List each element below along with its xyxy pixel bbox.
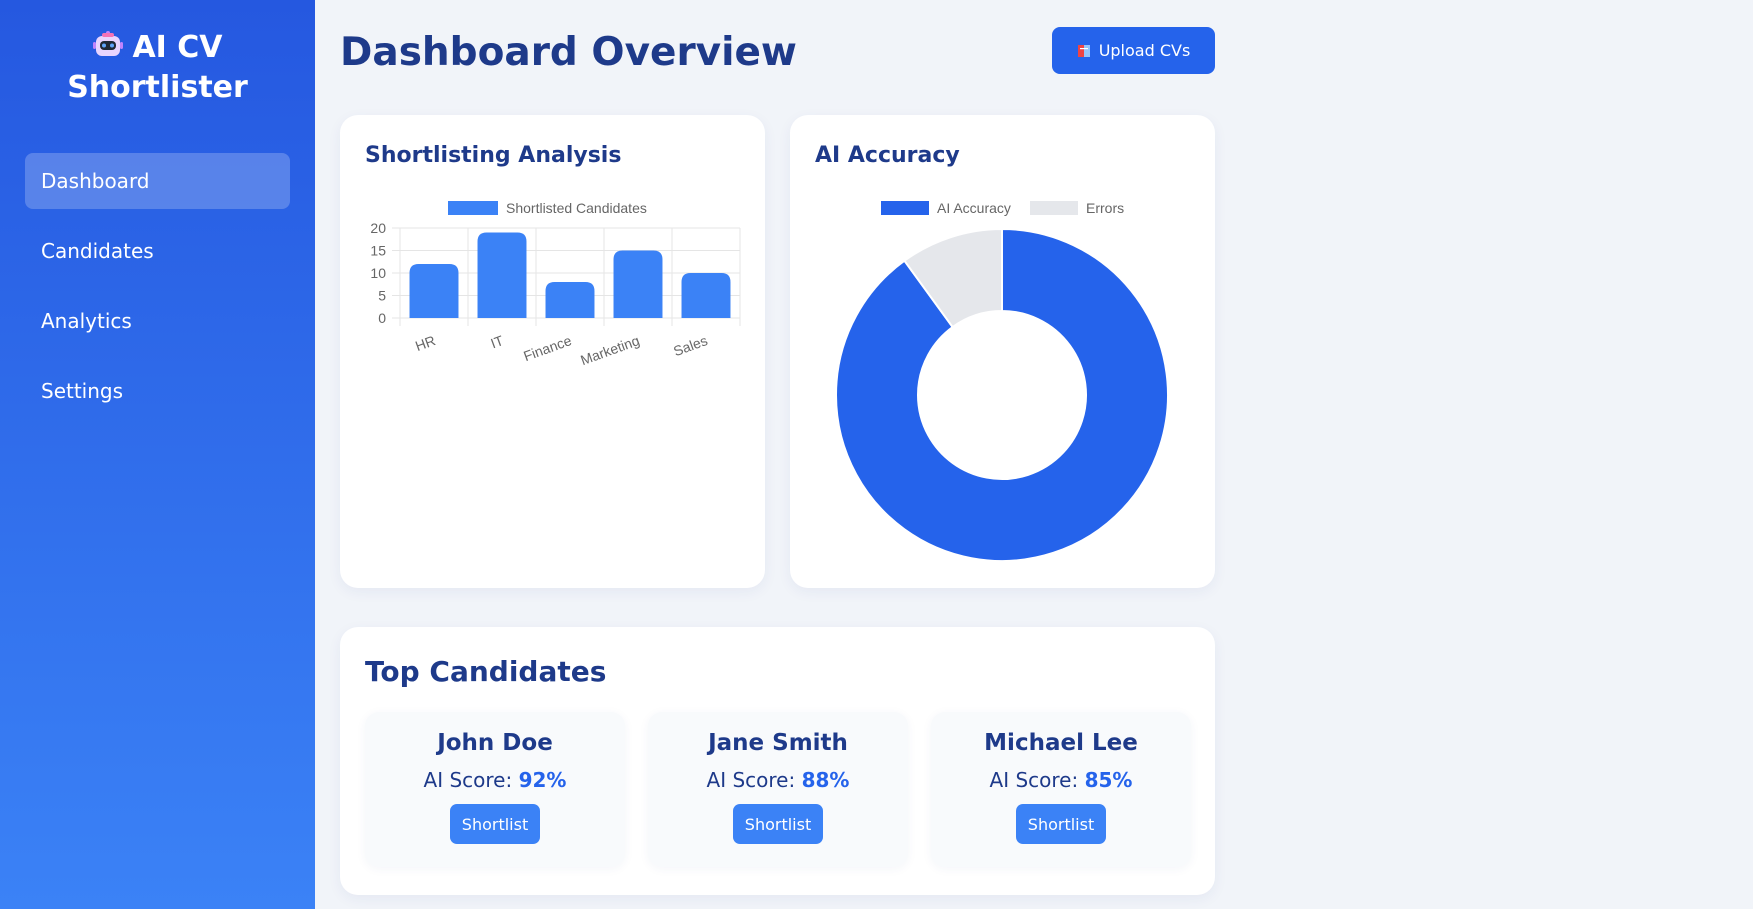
candidate-score: AI Score: 85%: [931, 768, 1191, 792]
x-tick-label: Finance: [521, 332, 573, 364]
shortlisting-analysis-card: Shortlisting Analysis Shortlisted Candid…: [340, 115, 765, 588]
legend-label-errors: Errors: [1086, 200, 1124, 216]
bar-hr: [409, 264, 459, 318]
legend-swatch-shortlisted: [448, 201, 498, 215]
candidate-score: AI Score: 88%: [648, 768, 908, 792]
brand-line1: AI CV: [132, 30, 223, 65]
sidebar-item-analytics[interactable]: Analytics: [41, 309, 132, 333]
y-tick-label: 0: [378, 310, 386, 326]
candidate-card: Jane Smith AI Score: 88% Shortlist: [648, 712, 908, 867]
shortlist-button[interactable]: Shortlist: [1016, 804, 1106, 844]
upload-cvs-label: Upload CVs: [1098, 41, 1191, 60]
candidate-name: John Doe: [437, 730, 553, 756]
candidate-name: Jane Smith: [708, 730, 848, 756]
book-icon: [1077, 44, 1090, 57]
legend-label-shortlisted: Shortlisted Candidates: [506, 200, 647, 216]
score-label: AI Score:: [989, 768, 1079, 792]
x-tick-label: Sales: [671, 332, 709, 359]
y-tick-label: 20: [370, 220, 386, 236]
top-candidates-title: Top Candidates: [365, 655, 607, 688]
upload-cvs-button[interactable]: Upload CVs: [1052, 27, 1215, 74]
legend-swatch-accuracy: [881, 201, 929, 215]
legend-label-accuracy: AI Accuracy: [937, 200, 1011, 216]
shortlist-button[interactable]: Shortlist: [450, 804, 540, 844]
candidate-card: John Doe AI Score: 92% Shortlist: [365, 712, 625, 867]
sidebar: AI CV Shortlister Dashboard Candidates A…: [0, 0, 315, 909]
x-tick-label: HR: [413, 332, 437, 354]
bar-it: [477, 232, 527, 318]
donut-legend: AI Accuracy Errors: [881, 200, 1124, 216]
score-label: AI Score:: [423, 768, 513, 792]
donut-slices: [835, 227, 1169, 562]
bar-chart: Shortlisted Candidates 0 5 10 15 20 HR IT Financ…: [370, 200, 741, 368]
bar-legend: Shortlisted Candidates: [448, 200, 647, 216]
x-tick-label: IT: [488, 332, 506, 351]
y-tick-label: 5: [378, 288, 386, 304]
score-label: AI Score:: [706, 768, 796, 792]
y-tick-label: 10: [370, 265, 386, 281]
bar-finance: [545, 282, 595, 318]
ai-accuracy-card: AI Accuracy AI Accuracy Errors: [790, 115, 1215, 588]
shortlisting-analysis-title: Shortlisting Analysis: [365, 143, 622, 168]
bar-marketing: [613, 250, 663, 318]
x-tick-labels: HR IT Finance Marketing Sales: [413, 332, 709, 368]
page-title: Dashboard Overview: [340, 30, 797, 75]
donut-slice-errors: [903, 227, 1003, 329]
y-tick-label: 15: [370, 243, 386, 259]
robot-icon: [93, 31, 124, 56]
sidebar-item-candidates[interactable]: Candidates: [41, 239, 154, 263]
donut-chart: AI Accuracy Errors: [835, 200, 1169, 562]
top-candidates-card: Top Candidates John Doe AI Score: 92% Sh…: [340, 627, 1215, 895]
sidebar-item-dashboard[interactable]: Dashboard: [25, 153, 290, 209]
candidate-card: Michael Lee AI Score: 85% Shortlist: [931, 712, 1191, 867]
donut-slice-ai-accuracy: [835, 227, 1169, 562]
brand-line2: Shortlister: [67, 70, 248, 105]
bar-sales: [681, 273, 731, 318]
bars: [409, 232, 731, 318]
shortlist-button[interactable]: Shortlist: [733, 804, 823, 844]
candidate-name: Michael Lee: [984, 730, 1138, 756]
score-value: 85%: [1084, 768, 1133, 792]
sidebar-item-settings[interactable]: Settings: [41, 379, 124, 403]
score-value: 88%: [801, 768, 850, 792]
candidate-score: AI Score: 92%: [365, 768, 625, 792]
legend-swatch-errors: [1030, 201, 1078, 215]
ai-accuracy-title: AI Accuracy: [815, 143, 960, 168]
x-tick-label: Marketing: [578, 332, 641, 368]
sidebar-nav: Dashboard Candidates Analytics Settings: [0, 153, 315, 419]
brand: AI CV Shortlister: [0, 28, 315, 108]
score-value: 92%: [518, 768, 567, 792]
